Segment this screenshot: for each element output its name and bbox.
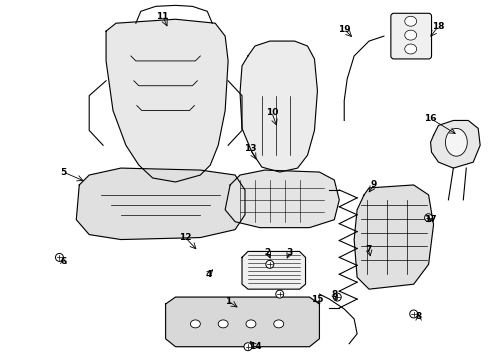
Ellipse shape bbox=[445, 129, 467, 156]
Text: 8: 8 bbox=[330, 289, 337, 298]
Polygon shape bbox=[224, 170, 339, 228]
Text: 4: 4 bbox=[204, 270, 211, 279]
Text: 11: 11 bbox=[156, 12, 168, 21]
Text: 1: 1 bbox=[224, 297, 231, 306]
Circle shape bbox=[409, 310, 417, 318]
Text: 18: 18 bbox=[431, 22, 444, 31]
Text: 12: 12 bbox=[179, 233, 191, 242]
Circle shape bbox=[244, 343, 251, 351]
Ellipse shape bbox=[190, 320, 200, 328]
Text: 3: 3 bbox=[286, 248, 292, 257]
Ellipse shape bbox=[218, 320, 228, 328]
Circle shape bbox=[55, 253, 63, 261]
Text: 16: 16 bbox=[424, 114, 436, 123]
Circle shape bbox=[275, 290, 283, 298]
Polygon shape bbox=[106, 19, 228, 182]
Text: 7: 7 bbox=[365, 245, 371, 254]
Text: 2: 2 bbox=[264, 248, 270, 257]
Text: 6: 6 bbox=[60, 257, 66, 266]
Polygon shape bbox=[240, 41, 317, 172]
Polygon shape bbox=[165, 297, 319, 347]
FancyBboxPatch shape bbox=[390, 13, 431, 59]
Ellipse shape bbox=[404, 30, 416, 40]
Text: 13: 13 bbox=[243, 144, 256, 153]
Text: 5: 5 bbox=[60, 167, 66, 176]
Circle shape bbox=[265, 260, 273, 268]
Ellipse shape bbox=[404, 44, 416, 54]
Text: 17: 17 bbox=[424, 215, 436, 224]
Text: 19: 19 bbox=[337, 25, 350, 34]
Circle shape bbox=[424, 214, 432, 222]
Text: 15: 15 bbox=[310, 294, 323, 303]
Circle shape bbox=[333, 293, 341, 301]
Ellipse shape bbox=[273, 320, 283, 328]
Polygon shape bbox=[242, 251, 305, 289]
Polygon shape bbox=[429, 121, 479, 168]
Text: 10: 10 bbox=[265, 108, 277, 117]
Text: 8: 8 bbox=[415, 312, 421, 321]
Polygon shape bbox=[76, 168, 244, 239]
Ellipse shape bbox=[245, 320, 255, 328]
Text: 9: 9 bbox=[370, 180, 376, 189]
Text: 14: 14 bbox=[248, 342, 261, 351]
Polygon shape bbox=[353, 185, 433, 289]
Ellipse shape bbox=[404, 16, 416, 26]
